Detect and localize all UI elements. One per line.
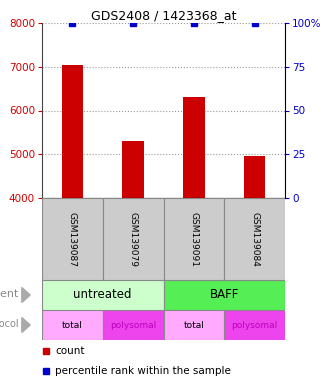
Bar	[164, 310, 224, 340]
Bar	[164, 280, 285, 310]
Title: GDS2408 / 1423368_at: GDS2408 / 1423368_at	[91, 9, 236, 22]
Bar	[103, 198, 164, 280]
Bar	[164, 198, 224, 280]
Text: GSM139084: GSM139084	[250, 212, 259, 266]
Text: protocol: protocol	[0, 319, 19, 329]
Bar	[42, 310, 103, 340]
Bar	[42, 198, 103, 280]
Bar	[123, 141, 144, 198]
Text: GSM139079: GSM139079	[129, 212, 138, 266]
Bar	[183, 98, 204, 198]
Text: total: total	[183, 321, 204, 329]
Text: BAFF: BAFF	[210, 288, 239, 301]
Text: percentile rank within the sample: percentile rank within the sample	[55, 366, 231, 376]
Text: polysomal: polysomal	[231, 321, 278, 329]
Bar	[42, 280, 164, 310]
Bar	[224, 310, 285, 340]
Polygon shape	[22, 318, 30, 333]
Polygon shape	[22, 288, 30, 303]
Bar	[62, 65, 83, 198]
Text: total: total	[62, 321, 83, 329]
Bar	[224, 198, 285, 280]
Text: GSM139091: GSM139091	[189, 212, 198, 266]
Bar	[103, 310, 164, 340]
Text: untreated: untreated	[74, 288, 132, 301]
Text: agent: agent	[0, 290, 19, 300]
Text: polysomal: polysomal	[110, 321, 156, 329]
Text: count: count	[55, 346, 84, 356]
Bar	[244, 156, 265, 198]
Text: GSM139087: GSM139087	[68, 212, 77, 266]
